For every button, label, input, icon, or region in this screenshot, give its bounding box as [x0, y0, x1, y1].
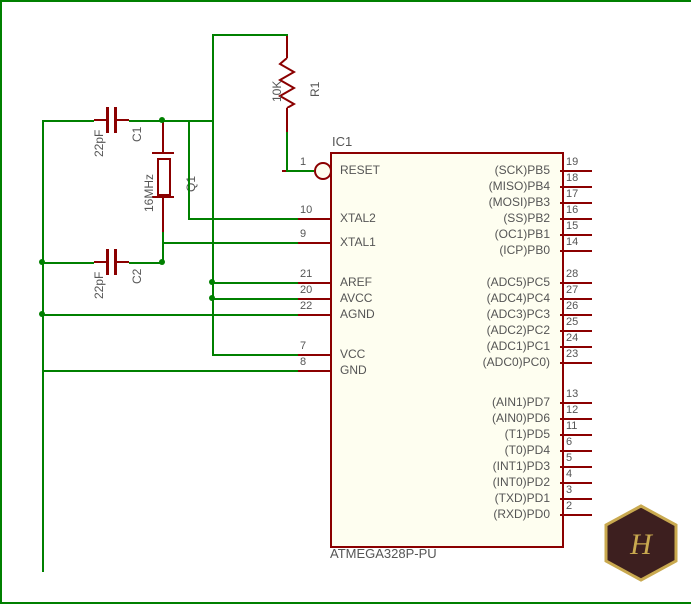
pin-label-17: (MOSI)PB3 — [489, 195, 550, 209]
pin-num-21: 21 — [300, 268, 312, 280]
pin-label-24: (ADC1)PC1 — [487, 339, 550, 353]
r1-value: 10K — [270, 81, 284, 102]
pin-label-25: (ADC2)PC2 — [487, 323, 550, 337]
pin-num-5: 5 — [566, 452, 572, 464]
pin-num-27: 27 — [566, 284, 578, 296]
pin-num-18: 18 — [566, 172, 578, 184]
pin-num-10: 10 — [300, 204, 312, 216]
pin-label-6: (T0)PD4 — [505, 443, 550, 457]
pin-num-1: 1 — [300, 156, 306, 168]
c1-value: 22pF — [92, 130, 106, 157]
pin-label-19: (SCK)PB5 — [495, 163, 550, 177]
pin-num-24: 24 — [566, 332, 578, 344]
ic1-name: ATMEGA328P-PU — [330, 546, 437, 561]
schematic-canvas: IC1 ATMEGA328P-PU 1 RESET 10 XTAL2 9 XTAL1 21 A… — [0, 0, 691, 604]
pin-num-6: 6 — [566, 436, 572, 448]
reset-bubble — [314, 162, 332, 180]
pin-label-avcc: AVCC — [340, 291, 372, 305]
pin-num-7: 7 — [300, 340, 306, 352]
pin-label-agnd: AGND — [340, 307, 375, 321]
pin-label-12: (AIN0)PD6 — [492, 411, 550, 425]
pin-num-14: 14 — [566, 236, 578, 248]
pin-num-28: 28 — [566, 268, 578, 280]
c1-ref: C1 — [130, 127, 144, 142]
pin-label-2: (RXD)PD0 — [493, 507, 550, 521]
pin-label-vcc: VCC — [340, 347, 365, 361]
pin-num-2: 2 — [566, 500, 572, 512]
pin-label-3: (TXD)PD1 — [495, 491, 550, 505]
pin-num-16: 16 — [566, 204, 578, 216]
ic1-ref: IC1 — [332, 134, 352, 149]
pin-label-13: (AIN1)PD7 — [492, 395, 550, 409]
pin-label-15: (OC1)PB1 — [495, 227, 550, 241]
q1-ref: Q1 — [184, 176, 198, 192]
pin-num-11: 11 — [566, 420, 577, 432]
pin-label-27: (ADC4)PC4 — [487, 291, 550, 305]
pin-num-4: 4 — [566, 468, 572, 480]
c2-value: 22pF — [92, 272, 106, 299]
pin-num-15: 15 — [566, 220, 578, 232]
pin-label-18: (MISO)PB4 — [489, 179, 550, 193]
pin-label-28: (ADC5)PC5 — [487, 275, 550, 289]
pin-label-xtal1: XTAL1 — [340, 235, 376, 249]
pin-num-19: 19 — [566, 156, 578, 168]
pin-num-26: 26 — [566, 300, 578, 312]
pin-label-gnd: GND — [340, 363, 367, 377]
pin-num-8: 8 — [300, 356, 306, 368]
pin-num-12: 12 — [566, 404, 578, 416]
pin-num-9: 9 — [300, 228, 306, 240]
pin-label-14: (ICP)PB0 — [499, 243, 550, 257]
pin-label-4: (INT0)PD2 — [493, 475, 550, 489]
pin-label-23: (ADC0)PC0) — [483, 355, 550, 369]
pin-label-aref: AREF — [340, 275, 372, 289]
pin-label-11: (T1)PD5 — [505, 427, 550, 441]
svg-text:H: H — [629, 528, 654, 561]
c2-ref: C2 — [130, 269, 144, 284]
pin-num-20: 20 — [300, 284, 312, 296]
pin-label-16: (SS)PB2 — [503, 211, 550, 225]
pin-label-26: (ADC3)PC3 — [487, 307, 550, 321]
logo-badge: H — [602, 502, 680, 584]
pin-num-17: 17 — [566, 188, 578, 200]
pin-num-13: 13 — [566, 388, 578, 400]
pin-num-23: 23 — [566, 348, 578, 360]
pin-label-xtal2: XTAL2 — [340, 211, 376, 225]
q1-value: 16MHz — [142, 174, 156, 212]
pin-num-3: 3 — [566, 484, 572, 496]
pin-num-25: 25 — [566, 316, 578, 328]
pin-label-reset: RESET — [340, 163, 380, 177]
r1-ref: R1 — [308, 82, 322, 97]
pin-label-5: (INT1)PD3 — [493, 459, 550, 473]
pin-num-22: 22 — [300, 300, 312, 312]
